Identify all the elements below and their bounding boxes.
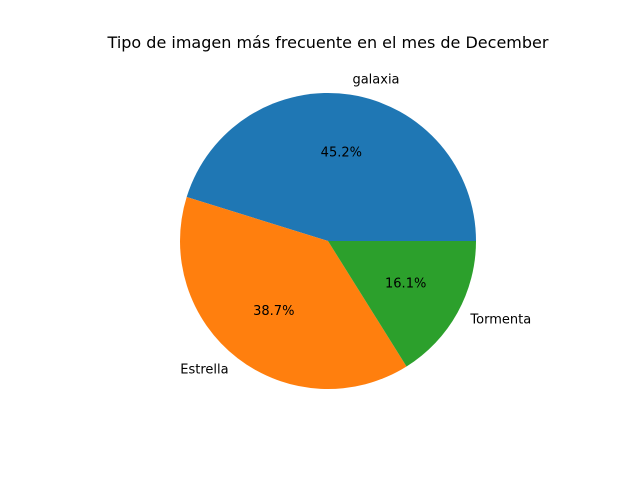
pie-slice-tormenta	[328, 241, 476, 367]
pie-slice-galaxia	[186, 93, 476, 241]
pie-pct-label: 38.7%	[253, 304, 294, 319]
chart-title: Tipo de imagen más frecuente en el mes d…	[107, 33, 549, 52]
pie-category-label: Tormenta	[469, 312, 531, 327]
pie-pct-label: 45.2%	[321, 146, 362, 161]
pie-pct-label: 16.1%	[385, 277, 426, 292]
pie-category-label: Estrella	[180, 362, 228, 377]
pie-slice-estrella	[179, 197, 407, 390]
pie-category-label: galaxia	[352, 73, 399, 88]
